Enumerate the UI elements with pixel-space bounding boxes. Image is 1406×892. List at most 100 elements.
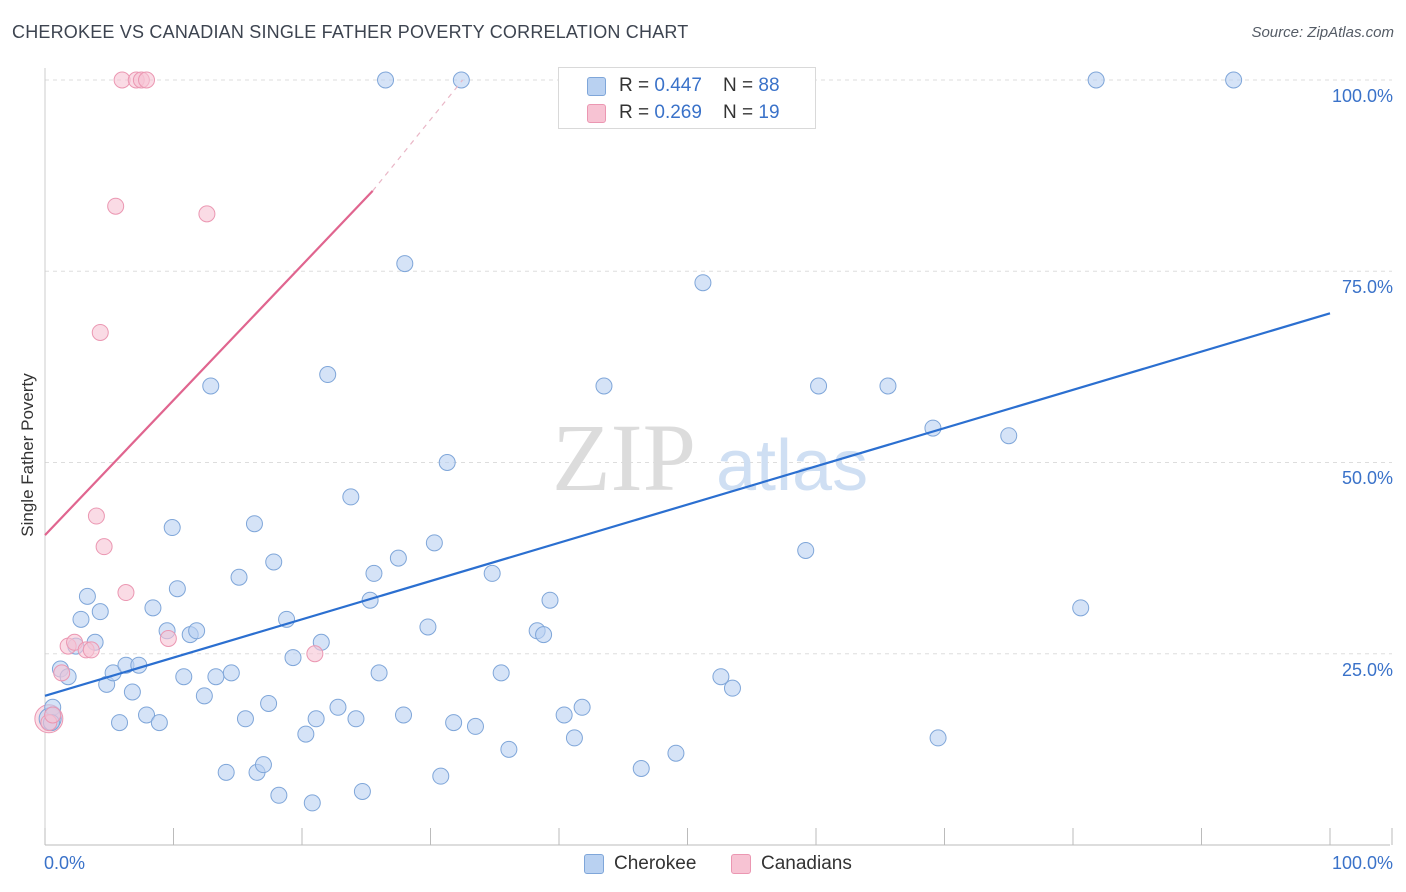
cherokee-point-71 bbox=[573, 698, 591, 716]
r-label: R = bbox=[619, 75, 655, 96]
cherokee-point-47 bbox=[347, 710, 365, 728]
canadians-point-15 bbox=[138, 71, 156, 89]
cherokee-point-60 bbox=[445, 714, 463, 732]
cherokee-point-67 bbox=[535, 626, 553, 644]
cherokee-point-85 bbox=[1072, 599, 1090, 617]
canadians-trend-line bbox=[44, 190, 374, 536]
cherokee-point-30 bbox=[230, 568, 248, 586]
cherokee-point-83 bbox=[929, 729, 947, 747]
legend-text-canadians: R = 0.269 N = 19 bbox=[619, 102, 780, 124]
canadians-point-9 bbox=[95, 538, 113, 556]
cherokee-trend-line bbox=[44, 312, 1331, 697]
canadians-trend-extension bbox=[372, 79, 464, 192]
cherokee-point-42 bbox=[307, 710, 325, 728]
x-tick-label-100: 100.0% bbox=[1331, 853, 1393, 873]
cherokee-point-29 bbox=[222, 664, 240, 682]
chart-title: CHEROKEE VS CANADIAN SINGLE FATHER POVER… bbox=[12, 22, 689, 42]
canadians-point-6 bbox=[82, 641, 100, 659]
cherokee-point-36 bbox=[265, 553, 283, 571]
cherokee-point-9 bbox=[91, 603, 109, 621]
legend-text-cherokee: R = 0.447 N = 88 bbox=[619, 75, 780, 97]
n-label: N = bbox=[723, 75, 759, 96]
r-value: 0.447 bbox=[654, 75, 702, 96]
cherokee-point-45 bbox=[329, 698, 347, 716]
legend-label-cherokee: Cherokee bbox=[614, 853, 697, 874]
cherokee-point-39 bbox=[284, 649, 302, 667]
watermark-atlas: atlas bbox=[716, 426, 868, 506]
cherokee-point-69 bbox=[555, 706, 573, 724]
y-tick-label-75: 75.0% bbox=[1341, 277, 1393, 297]
canadians-point-1 bbox=[44, 706, 62, 724]
cherokee-point-28 bbox=[217, 763, 235, 781]
cherokee-point-80 bbox=[810, 377, 828, 395]
canadians-point-11 bbox=[113, 71, 131, 89]
cherokee-point-40 bbox=[297, 725, 315, 743]
cherokee-point-72 bbox=[595, 377, 613, 395]
y-tick-label-50: 50.0% bbox=[1341, 468, 1393, 488]
canadians-legend-swatch-icon bbox=[731, 854, 751, 874]
cherokee-point-62 bbox=[466, 717, 484, 735]
cherokee-point-81 bbox=[879, 377, 897, 395]
watermark-zip: ZIP bbox=[552, 404, 696, 511]
cherokee-point-50 bbox=[365, 564, 383, 582]
cherokee-point-70 bbox=[565, 729, 583, 747]
cherokee-point-52 bbox=[377, 71, 395, 89]
cherokee-point-74 bbox=[667, 744, 685, 762]
cherokee-point-22 bbox=[175, 668, 193, 686]
cherokee-point-35 bbox=[260, 694, 278, 712]
cherokee-point-34 bbox=[254, 756, 272, 774]
cherokee-point-14 bbox=[123, 683, 141, 701]
cherokee-point-18 bbox=[150, 714, 168, 732]
r-label: R = bbox=[619, 102, 655, 123]
cherokee-point-56 bbox=[419, 618, 437, 636]
cherokee-point-87 bbox=[1225, 71, 1243, 89]
cherokee-point-78 bbox=[723, 679, 741, 697]
cherokee-point-51 bbox=[370, 664, 388, 682]
canadians-point-7 bbox=[87, 507, 105, 525]
cherokee-point-12 bbox=[111, 714, 129, 732]
cherokee-point-55 bbox=[395, 706, 413, 724]
cherokee-point-41 bbox=[303, 794, 321, 812]
cherokee-point-17 bbox=[144, 599, 162, 617]
y-tick-label-25: 25.0% bbox=[1341, 660, 1393, 680]
n-value: 19 bbox=[758, 102, 780, 123]
cherokee-point-53 bbox=[396, 255, 414, 273]
cherokee-point-31 bbox=[236, 710, 254, 728]
source-label: Source: ZipAtlas.com bbox=[1251, 24, 1394, 41]
cherokee-point-65 bbox=[500, 740, 518, 758]
cherokee-point-7 bbox=[78, 587, 96, 605]
cherokee-point-84 bbox=[1000, 427, 1018, 445]
canadians-point-8 bbox=[91, 323, 109, 341]
cherokee-point-73 bbox=[632, 760, 650, 777]
cherokee-point-24 bbox=[188, 622, 206, 640]
y-tick-label-100: 100.0% bbox=[1331, 86, 1393, 106]
cherokee-legend-swatch-icon bbox=[584, 854, 604, 874]
canadians-swatch-icon bbox=[587, 103, 606, 123]
cherokee-point-58 bbox=[432, 767, 450, 785]
cherokee-point-16 bbox=[138, 706, 156, 724]
canadians-point-18 bbox=[306, 645, 324, 663]
canadians-point-12 bbox=[117, 584, 135, 602]
cherokee-point-77 bbox=[712, 668, 730, 686]
cherokee-point-68 bbox=[541, 591, 559, 609]
cherokee-point-63 bbox=[483, 564, 501, 582]
cherokee-point-44 bbox=[319, 366, 337, 384]
n-label: N = bbox=[723, 102, 759, 123]
cherokee-point-32 bbox=[245, 515, 263, 533]
n-value: 88 bbox=[758, 75, 780, 96]
cherokee-point-27 bbox=[207, 668, 225, 686]
cherokee-swatch-icon bbox=[587, 76, 606, 96]
legend-label-canadians: Canadians bbox=[761, 853, 852, 874]
correlation-legend: R = 0.447 N = 88 R = 0.269 N = 19 bbox=[558, 67, 816, 129]
legend-item-cherokee: Cherokee bbox=[584, 852, 696, 876]
cherokee-point-61 bbox=[452, 71, 470, 89]
canadians-point-17 bbox=[198, 205, 216, 223]
cherokee-point-20 bbox=[163, 519, 181, 537]
cherokee-point-64 bbox=[492, 664, 510, 682]
cherokee-point-57 bbox=[425, 534, 443, 552]
cherokee-point-21 bbox=[168, 580, 186, 598]
cherokee-point-76 bbox=[694, 274, 712, 292]
canadians-point-2 bbox=[53, 664, 71, 682]
cherokee-point-48 bbox=[353, 782, 371, 800]
